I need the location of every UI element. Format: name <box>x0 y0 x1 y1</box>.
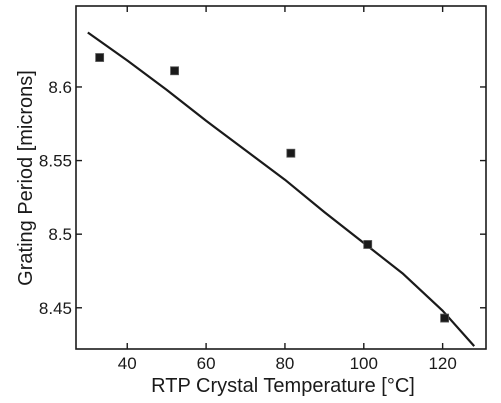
x-tick-label: 40 <box>118 354 137 373</box>
y-tick-label: 8.45 <box>39 299 72 318</box>
plot-frame <box>75 5 487 350</box>
y-tick-label: 8.5 <box>48 225 72 244</box>
data-point <box>363 240 373 249</box>
x-tick-label: 60 <box>197 354 216 373</box>
axis-ticks: 40 60 80 100 120 8.45 8.5 8.55 8.6 <box>39 6 486 373</box>
x-tick-label: 120 <box>428 354 456 373</box>
data-point <box>95 53 105 62</box>
x-tick-label: 80 <box>275 354 294 373</box>
x-tick-label: 100 <box>350 354 378 373</box>
x-axis-title: RTP Crystal Temperature [°C] <box>151 375 415 397</box>
y-tick-label: 8.6 <box>48 78 72 97</box>
fit-line <box>87 31 476 347</box>
data-point <box>286 148 296 158</box>
y-axis-title: Grating Period [microns] <box>15 70 37 286</box>
data-point <box>170 66 179 76</box>
chart-marks <box>87 31 476 347</box>
data-point <box>440 313 450 323</box>
y-tick-label: 8.55 <box>39 152 72 171</box>
